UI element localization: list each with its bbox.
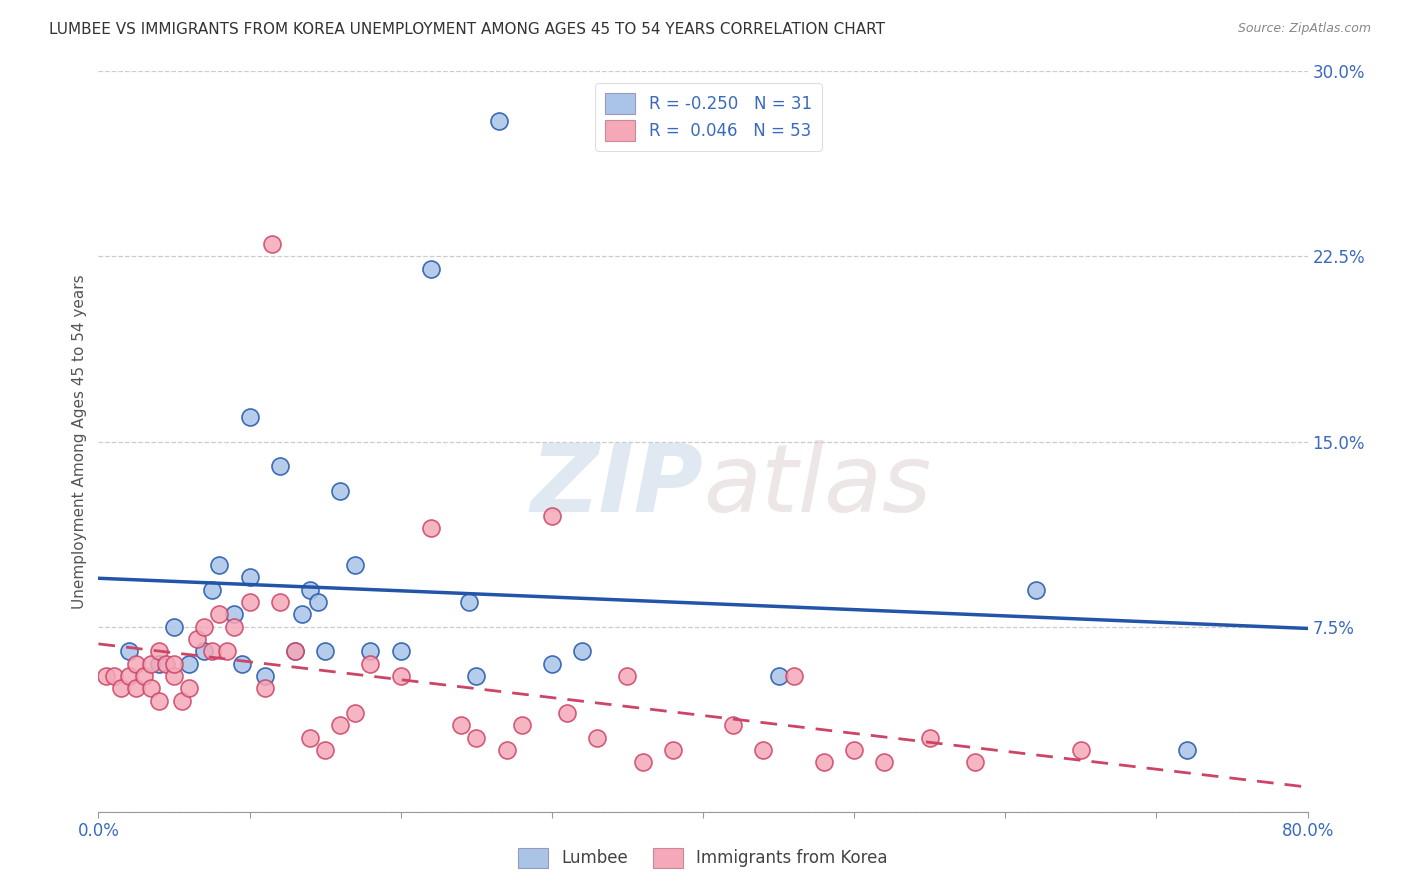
Point bbox=[465, 669, 488, 683]
Point bbox=[125, 681, 148, 696]
Point bbox=[723, 718, 745, 732]
Point bbox=[193, 619, 215, 633]
Point bbox=[457, 595, 479, 609]
Point bbox=[488, 113, 510, 128]
Point bbox=[148, 644, 170, 658]
Point bbox=[768, 669, 790, 683]
Point bbox=[813, 756, 835, 770]
Point bbox=[307, 595, 329, 609]
Point bbox=[873, 756, 896, 770]
Point bbox=[141, 657, 163, 671]
Point bbox=[239, 595, 262, 609]
Point bbox=[344, 706, 367, 720]
Point bbox=[465, 731, 488, 745]
Point bbox=[586, 731, 609, 745]
Point bbox=[179, 681, 201, 696]
Point bbox=[631, 756, 654, 770]
Point bbox=[965, 756, 987, 770]
Point bbox=[186, 632, 208, 646]
Point bbox=[299, 582, 322, 597]
Y-axis label: Unemployment Among Ages 45 to 54 years: Unemployment Among Ages 45 to 54 years bbox=[72, 274, 87, 609]
Point bbox=[125, 657, 148, 671]
Point bbox=[389, 644, 412, 658]
Text: atlas: atlas bbox=[703, 441, 931, 532]
Point bbox=[208, 558, 231, 572]
Point bbox=[284, 644, 307, 658]
Point bbox=[231, 657, 253, 671]
Text: Source: ZipAtlas.com: Source: ZipAtlas.com bbox=[1237, 22, 1371, 36]
Point bbox=[208, 607, 231, 622]
Point bbox=[201, 644, 224, 658]
Point bbox=[262, 237, 284, 252]
Point bbox=[179, 657, 201, 671]
Point bbox=[103, 669, 125, 683]
Point bbox=[284, 644, 307, 658]
Point bbox=[510, 718, 533, 732]
Point bbox=[253, 681, 276, 696]
Point bbox=[555, 706, 578, 720]
Point bbox=[616, 669, 638, 683]
Point bbox=[329, 718, 352, 732]
Point bbox=[239, 409, 262, 424]
Point bbox=[148, 694, 170, 708]
Point bbox=[253, 669, 276, 683]
Point bbox=[1175, 743, 1198, 757]
Point bbox=[420, 521, 443, 535]
Text: ZIP: ZIP bbox=[530, 440, 703, 532]
Point bbox=[193, 644, 215, 658]
Point bbox=[450, 718, 472, 732]
Point bbox=[844, 743, 866, 757]
Point bbox=[360, 657, 382, 671]
Point bbox=[224, 607, 246, 622]
Point bbox=[420, 261, 443, 276]
Point bbox=[1070, 743, 1092, 757]
Point bbox=[329, 483, 352, 498]
Point bbox=[215, 644, 238, 658]
Point bbox=[163, 619, 186, 633]
Point bbox=[148, 657, 170, 671]
Text: LUMBEE VS IMMIGRANTS FROM KOREA UNEMPLOYMENT AMONG AGES 45 TO 54 YEARS CORRELATI: LUMBEE VS IMMIGRANTS FROM KOREA UNEMPLOY… bbox=[49, 22, 886, 37]
Point bbox=[540, 657, 562, 671]
Point bbox=[118, 669, 141, 683]
Point bbox=[110, 681, 132, 696]
Point bbox=[170, 694, 193, 708]
Legend: R = -0.250   N = 31, R =  0.046   N = 53: R = -0.250 N = 31, R = 0.046 N = 53 bbox=[595, 83, 821, 151]
Point bbox=[540, 508, 562, 523]
Point bbox=[201, 582, 224, 597]
Point bbox=[783, 669, 806, 683]
Point bbox=[291, 607, 314, 622]
Point bbox=[1024, 582, 1046, 597]
Point bbox=[269, 459, 291, 474]
Point bbox=[752, 743, 775, 757]
Point bbox=[314, 743, 336, 757]
Point bbox=[224, 619, 246, 633]
Point bbox=[389, 669, 412, 683]
Point bbox=[239, 570, 262, 584]
Point bbox=[918, 731, 941, 745]
Point bbox=[344, 558, 367, 572]
Point bbox=[163, 657, 186, 671]
Point bbox=[141, 681, 163, 696]
Point bbox=[269, 595, 291, 609]
Point bbox=[118, 644, 141, 658]
Point bbox=[94, 669, 117, 683]
Point bbox=[661, 743, 683, 757]
Point bbox=[163, 669, 186, 683]
Point bbox=[360, 644, 382, 658]
Point bbox=[314, 644, 336, 658]
Point bbox=[495, 743, 517, 757]
Legend: Lumbee, Immigrants from Korea: Lumbee, Immigrants from Korea bbox=[512, 841, 894, 875]
Point bbox=[155, 657, 177, 671]
Point bbox=[132, 669, 155, 683]
Point bbox=[571, 644, 593, 658]
Point bbox=[299, 731, 322, 745]
